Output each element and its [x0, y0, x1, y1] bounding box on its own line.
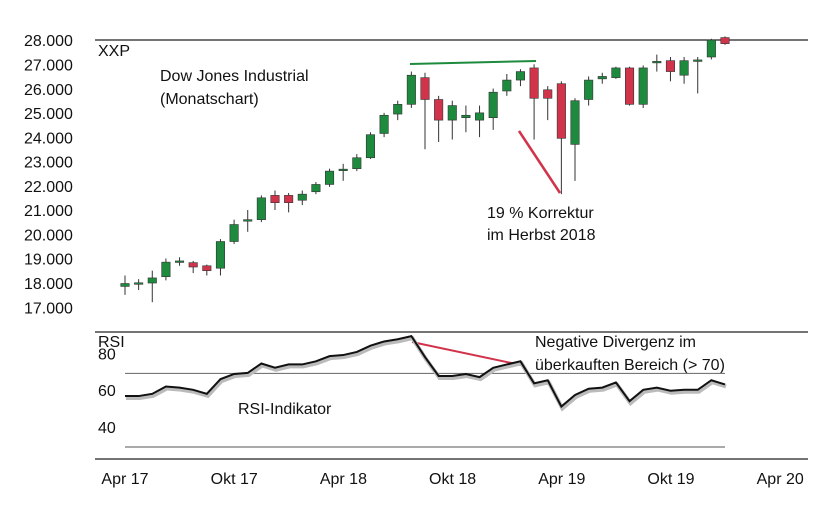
annotation: Negative Divergenz im	[535, 334, 696, 351]
annotation: im Herbst 2018	[487, 227, 596, 244]
rsi-line	[125, 334, 726, 409]
candle-body	[229, 224, 239, 242]
candle-body	[270, 195, 280, 203]
y-tick-label: 23.000	[24, 155, 73, 172]
trend-line	[409, 60, 537, 65]
candle-body	[611, 67, 621, 78]
candle-body	[679, 60, 689, 76]
y-tick-label: 80	[98, 346, 116, 363]
candle-body	[515, 71, 525, 81]
candle-body	[256, 197, 266, 220]
annotation: überkauften Bereich (> 70)	[535, 357, 725, 374]
candle-body	[120, 283, 130, 287]
candle-body	[161, 261, 171, 278]
y-tick-label: 21.000	[24, 203, 73, 220]
candle-body	[284, 195, 294, 203]
candle-body	[556, 83, 566, 139]
y-tick-label: 40	[98, 420, 116, 437]
y-tick-label: 28.000	[24, 33, 73, 50]
candle-body	[488, 91, 498, 118]
y-tick-label: 25.000	[24, 106, 73, 123]
candle-body	[570, 100, 580, 145]
x-tick-label: Apr 20	[757, 471, 804, 488]
y-tick-label: 17.000	[24, 300, 73, 317]
candle-body	[379, 114, 389, 134]
candle-body	[311, 184, 321, 193]
candle-body	[325, 170, 335, 185]
annotation: (Monatschart)	[160, 91, 259, 108]
candle-body	[352, 157, 362, 169]
candle-body	[597, 76, 607, 80]
x-tick-label: Okt 17	[211, 471, 258, 488]
candle-body	[706, 39, 716, 58]
candle-body	[215, 241, 225, 269]
candle-body	[529, 67, 539, 99]
candle-body	[134, 282, 144, 285]
y-tick-label: 27.000	[24, 58, 73, 75]
candle-body	[406, 74, 416, 105]
candle-body	[447, 105, 457, 121]
x-tick-label: Apr 18	[320, 471, 367, 488]
candle-body	[638, 67, 648, 105]
candle-body	[434, 99, 444, 121]
x-tick-label: Okt 19	[647, 471, 694, 488]
x-tick-label: Okt 18	[429, 471, 476, 488]
series-label: RSI-Indikator	[238, 401, 332, 418]
candle-body	[188, 262, 198, 268]
candle-body	[147, 277, 157, 284]
divergence-line	[411, 341, 522, 366]
y-tick-label: 60	[98, 383, 116, 400]
candle-body	[720, 37, 730, 44]
price-label: XXP	[98, 43, 130, 60]
y-tick-label: 20.000	[24, 227, 73, 244]
candle-body	[338, 168, 348, 171]
y-tick-label: 18.000	[24, 276, 73, 293]
candle-body	[461, 114, 471, 118]
y-tick-label: 22.000	[24, 179, 73, 196]
annotation: 19 % Korrektur	[487, 205, 594, 222]
x-tick-label: Apr 19	[538, 471, 585, 488]
candle-body	[693, 59, 703, 62]
y-tick-label: 26.000	[24, 82, 73, 99]
candle-body	[420, 77, 430, 100]
candle-body	[502, 79, 512, 92]
candle-body	[365, 134, 375, 159]
candle-body	[652, 61, 662, 64]
x-tick-label: Apr 17	[101, 471, 148, 488]
candle-body	[202, 265, 212, 271]
candle-body	[393, 104, 403, 115]
candle-body	[243, 219, 253, 222]
candle-body	[297, 193, 307, 201]
candle-body	[625, 67, 635, 105]
y-tick-label: 19.000	[24, 252, 73, 269]
candle-body	[665, 60, 675, 72]
rsi-label: RSI	[98, 334, 125, 351]
annotation: Dow Jones Industrial	[160, 68, 309, 85]
y-tick-label: 24.000	[24, 130, 73, 147]
correction-pointer	[517, 130, 562, 194]
candle-body	[475, 112, 485, 121]
candle-body	[543, 89, 553, 99]
candle-body	[584, 79, 594, 100]
candle-body	[175, 260, 185, 263]
